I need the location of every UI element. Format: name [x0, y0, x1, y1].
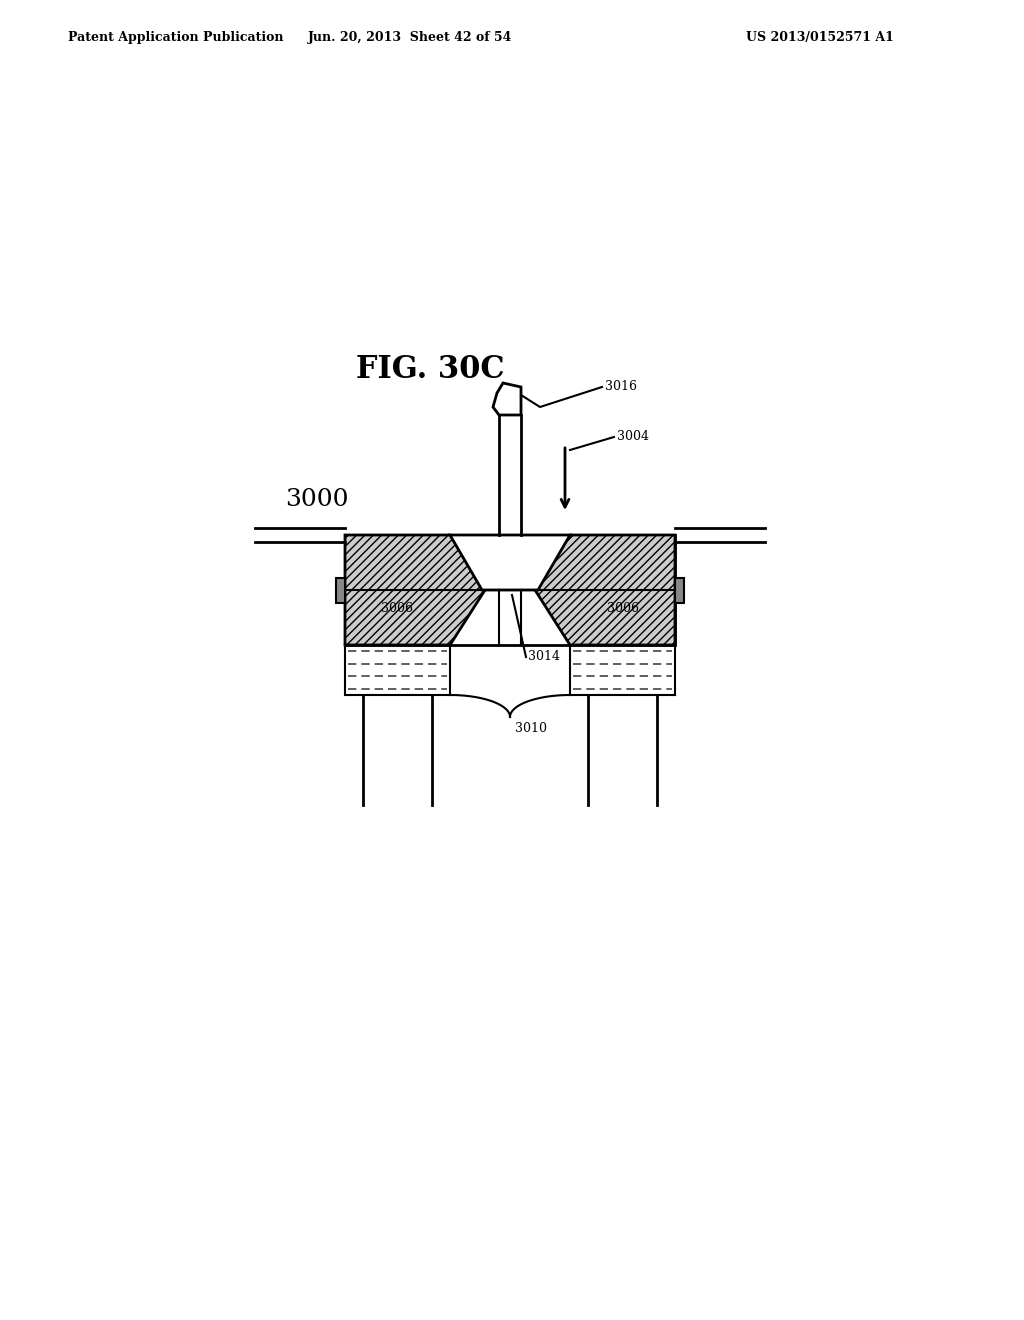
- Text: FIG. 30C: FIG. 30C: [355, 355, 504, 385]
- Polygon shape: [450, 535, 570, 590]
- Text: 3010: 3010: [515, 722, 547, 735]
- Bar: [345, 535, 675, 645]
- Text: 3014: 3014: [528, 651, 560, 664]
- Polygon shape: [535, 535, 675, 645]
- Text: Jun. 20, 2013  Sheet 42 of 54: Jun. 20, 2013 Sheet 42 of 54: [308, 32, 512, 45]
- Text: 3004: 3004: [617, 430, 649, 444]
- Bar: [675, 578, 684, 602]
- Text: Patent Application Publication: Patent Application Publication: [68, 32, 284, 45]
- Text: 3006: 3006: [606, 602, 639, 615]
- Text: 3016: 3016: [605, 380, 637, 393]
- Text: US 2013/0152571 A1: US 2013/0152571 A1: [746, 32, 894, 45]
- Text: 3000: 3000: [285, 488, 348, 511]
- Polygon shape: [493, 383, 521, 414]
- Polygon shape: [345, 535, 485, 645]
- Text: 3006: 3006: [382, 602, 414, 615]
- Bar: [336, 578, 345, 602]
